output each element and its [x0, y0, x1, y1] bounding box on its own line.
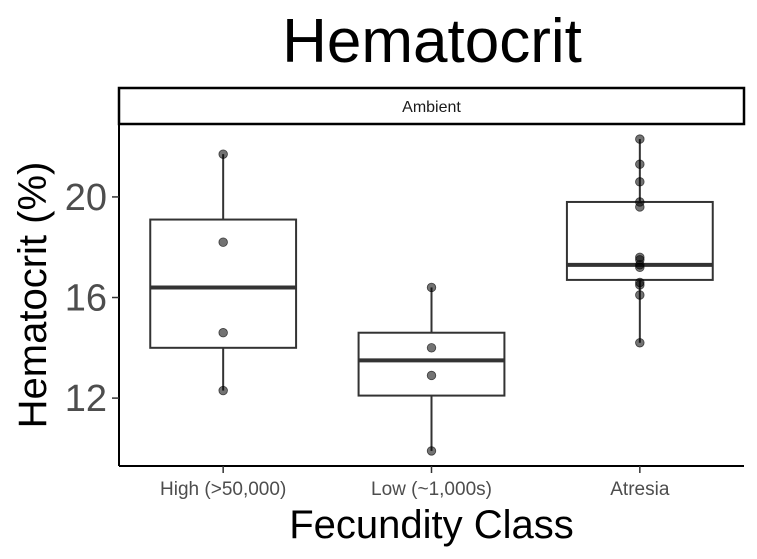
data-point [635, 159, 645, 169]
x-axis-ticks: High (>50,000) Low (~1,000s) Atresia [160, 466, 670, 500]
data-point [635, 134, 645, 144]
data-point [635, 202, 645, 212]
y-axis-ticks: 12 16 20 [65, 177, 119, 420]
facet-strip-label: Ambient [402, 99, 461, 116]
y-axis-title: Hematocrit (%) [11, 162, 55, 429]
x-tick-label: Low (~1,000s) [371, 479, 492, 500]
y-tick-label: 20 [65, 177, 107, 219]
plot-area [149, 134, 714, 456]
data-point [635, 280, 645, 290]
data-point [635, 338, 645, 348]
data-point [426, 343, 437, 353]
data-point [218, 149, 228, 159]
data-point [635, 177, 645, 187]
chart-title: Hematocrit [282, 7, 582, 76]
data-point [218, 328, 228, 338]
data-point [426, 370, 437, 381]
y-tick-label: 12 [65, 378, 107, 420]
x-tick-label: Atresia [610, 479, 670, 500]
data-point [635, 290, 645, 300]
data-point [426, 446, 437, 456]
y-tick-label: 16 [65, 278, 107, 320]
data-point [218, 237, 228, 247]
box [149, 218, 298, 349]
data-point [426, 282, 437, 293]
data-point [635, 262, 645, 273]
facet-strip [117, 86, 746, 126]
box [357, 331, 506, 397]
x-tick-label: High (>50,000) [160, 479, 286, 500]
data-point [218, 385, 228, 396]
x-axis-title: Fecundity Class [289, 503, 574, 547]
